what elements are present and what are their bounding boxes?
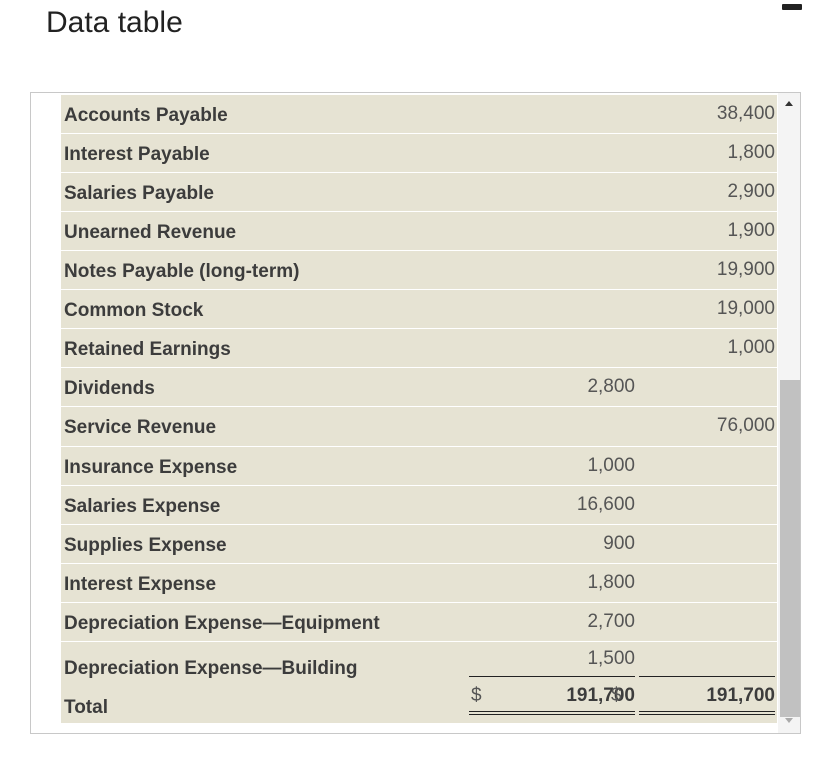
debit-double-rule-bottom [469, 714, 635, 715]
row-divider [61, 172, 777, 173]
table-row: Salaries Expense 16,600 [61, 486, 777, 525]
row-divider [61, 524, 777, 525]
credit-amount: 19,000 [716, 298, 775, 319]
table-row: Service Revenue 76,000 [61, 407, 777, 447]
account-name: Common Stock [64, 300, 204, 321]
table-row: Depreciation Expense—Equipment 2,700 [61, 603, 777, 642]
table-row: Depreciation Expense—Building 1,500 [61, 642, 777, 683]
scroll-up-icon[interactable] [785, 101, 793, 106]
account-name: Supplies Expense [64, 535, 227, 556]
row-divider [61, 406, 777, 407]
account-name: Depreciation Expense—Building [64, 658, 358, 679]
credit-amount: 1,000 [727, 337, 775, 358]
table-row: Common Stock 19,000 [61, 290, 777, 329]
debit-total: 191,700 [566, 685, 635, 706]
data-table-panel: Accounts Payable 38,400 Interest Payable 1,… [30, 92, 801, 734]
account-name: Accounts Payable [64, 105, 228, 126]
credit-double-rule-top [639, 711, 775, 712]
table-row: Retained Earnings 1,000 [61, 329, 777, 368]
debit-amount: 1,500 [587, 648, 635, 669]
credit-amount: 76,000 [716, 415, 775, 436]
credit-amount: 19,900 [716, 259, 775, 280]
account-name: Insurance Expense [64, 457, 238, 478]
vertical-scrollbar[interactable] [778, 93, 800, 733]
scroll-down-icon[interactable] [785, 718, 793, 723]
credit-subtotal-rule [639, 676, 775, 677]
debit-amount: 1,000 [587, 455, 635, 476]
account-name: Interest Payable [64, 144, 210, 165]
account-name: Dividends [64, 378, 155, 399]
credit-amount: 1,900 [727, 220, 775, 241]
debit-double-rule-top [469, 711, 635, 712]
credit-double-rule-bottom [639, 714, 775, 715]
credit-amount: 1,800 [727, 142, 775, 163]
account-name: Depreciation Expense—Equipment [64, 613, 380, 634]
account-name: Unearned Revenue [64, 222, 237, 243]
table-row: Insurance Expense 1,000 [61, 447, 777, 486]
row-divider [61, 133, 777, 134]
credit-amount: 38,400 [716, 103, 775, 124]
account-name: Notes Payable (long-term) [64, 261, 300, 282]
account-name: Service Revenue [64, 417, 217, 438]
row-divider [61, 446, 777, 447]
row-divider [61, 563, 777, 564]
debit-amount: 2,800 [587, 376, 635, 397]
minimize-icon[interactable] [782, 4, 802, 10]
row-divider [61, 602, 777, 603]
debit-amount: 2,700 [587, 611, 635, 632]
debit-amount: 900 [603, 533, 635, 554]
row-divider [61, 367, 777, 368]
table-row: Notes Payable (long-term) 19,900 [61, 251, 777, 290]
dialog-title: Data table [46, 6, 183, 39]
table-row: Interest Payable 1,800 [61, 134, 777, 173]
debit-amount: 1,800 [587, 572, 635, 593]
account-name: Retained Earnings [64, 339, 231, 360]
table-row: Dividends 2,800 [61, 368, 777, 407]
debit-currency: $ [471, 685, 482, 706]
table-row: Accounts Payable 38,400 [61, 95, 777, 134]
account-name: Salaries Payable [64, 183, 214, 204]
credit-currency: $ [611, 685, 622, 706]
row-divider [61, 328, 777, 329]
row-divider [61, 289, 777, 290]
scroll-thumb[interactable] [780, 380, 800, 717]
debit-subtotal-rule [469, 676, 635, 677]
table-row: Interest Expense 1,800 [61, 564, 777, 603]
table-background [61, 95, 777, 723]
table-row: Salaries Payable 2,900 [61, 173, 777, 212]
total-label: Total [64, 697, 108, 718]
table-row: Supplies Expense 900 [61, 525, 777, 564]
row-divider [61, 250, 777, 251]
credit-total: 191,700 [706, 685, 775, 706]
row-divider [61, 211, 777, 212]
account-name: Salaries Expense [64, 496, 221, 517]
debit-amount: 16,600 [576, 494, 635, 515]
account-name: Interest Expense [64, 574, 217, 595]
total-row: Total $ 191,700 $ 191,700 [61, 681, 777, 723]
row-divider [61, 485, 777, 486]
credit-amount: 2,900 [727, 181, 775, 202]
table-row: Unearned Revenue 1,900 [61, 212, 777, 251]
row-divider [61, 641, 777, 642]
